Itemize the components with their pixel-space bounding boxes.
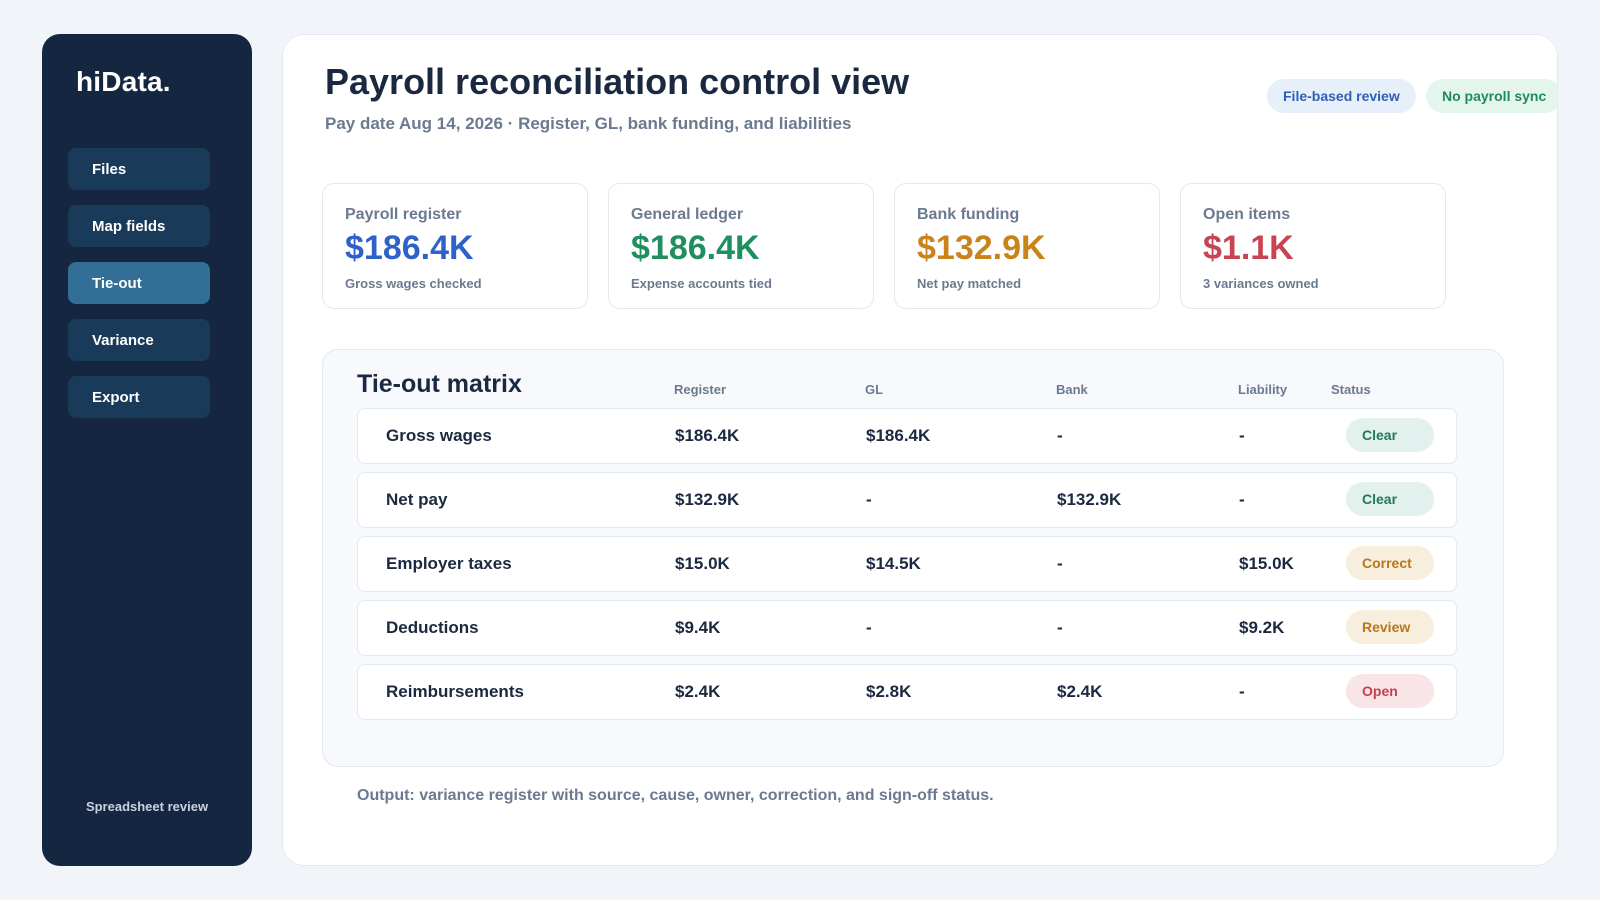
row-name: Deductions: [386, 618, 479, 637]
column-header-bank: Bank: [1056, 382, 1088, 397]
kpi-card-open-items: Open items $1.1K 3 variances owned: [1180, 183, 1446, 309]
column-header-status: Status: [1331, 382, 1371, 397]
table-row: Deductions $9.4K - - $9.2K Review: [357, 600, 1457, 656]
page-subtitle: Pay date Aug 14, 2026 · Register, GL, ba…: [325, 114, 852, 133]
status-badge[interactable]: Correct: [1346, 546, 1434, 580]
kpi-note: Expense accounts tied: [631, 276, 772, 291]
kpi-value: $186.4K: [345, 229, 474, 267]
kpi-note: Gross wages checked: [345, 276, 482, 291]
kpi-card-general-ledger: General ledger $186.4K Expense accounts …: [608, 183, 874, 309]
gl-cell: $2.8K: [866, 682, 912, 701]
row-name: Gross wages: [386, 426, 492, 445]
status-badge[interactable]: Clear: [1346, 482, 1434, 516]
kpi-card-payroll-register: Payroll register $186.4K Gross wages che…: [322, 183, 588, 309]
app-logo: hiData.: [76, 66, 171, 97]
register-cell: $186.4K: [675, 426, 740, 445]
gl-cell: -: [866, 490, 872, 509]
sidebar-item-tie-out[interactable]: Tie-out: [68, 262, 210, 304]
bank-cell: $132.9K: [1057, 490, 1122, 509]
kpi-value: $186.4K: [631, 229, 760, 267]
main-panel: Payroll reconciliation control view Pay …: [282, 34, 1558, 866]
kpi-card-bank-funding: Bank funding $132.9K Net pay matched: [894, 183, 1160, 309]
sidebar-item-files[interactable]: Files: [68, 148, 210, 190]
column-header-gl: GL: [865, 382, 884, 397]
bank-cell: -: [1057, 426, 1063, 445]
kpi-label: Bank funding: [917, 206, 1020, 223]
register-cell: $9.4K: [675, 618, 721, 637]
column-header-register: Register: [674, 382, 727, 397]
status-badge[interactable]: Review: [1346, 610, 1434, 644]
bank-cell: -: [1057, 554, 1063, 573]
liability-cell: $15.0K: [1239, 554, 1294, 573]
sidebar-item-map-fields[interactable]: Map fields: [68, 205, 210, 247]
table-row: Net pay $132.9K - $132.9K - Clear: [357, 472, 1457, 528]
tie-out-matrix: Tie-out matrix Register GL Bank Liabilit…: [322, 349, 1504, 767]
kpi-value: $132.9K: [917, 229, 1046, 267]
table-row: Gross wages $186.4K $186.4K - - Clear: [357, 408, 1457, 464]
liability-cell: -: [1239, 490, 1245, 509]
row-name: Employer taxes: [386, 554, 512, 573]
sidebar: hiData. Files Map fields Tie-out Varianc…: [42, 34, 252, 866]
sidebar-footer: Spreadsheet review: [85, 799, 209, 814]
matrix-title: Tie-out matrix: [357, 370, 522, 398]
status-badge[interactable]: Clear: [1346, 418, 1434, 452]
bank-cell: $2.4K: [1057, 682, 1103, 701]
gl-cell: -: [866, 618, 872, 637]
sidebar-item-variance[interactable]: Variance: [68, 319, 210, 361]
sidebar-item-label: Variance: [92, 331, 154, 349]
status-badge[interactable]: Open: [1346, 674, 1434, 708]
kpi-note: 3 variances owned: [1203, 276, 1319, 291]
liability-cell: -: [1239, 682, 1245, 701]
sidebar-item-label: Files: [92, 160, 127, 178]
register-cell: $132.9K: [675, 490, 740, 509]
page-title: Payroll reconciliation control view: [325, 61, 910, 102]
table-row: Employer taxes $15.0K $14.5K - $15.0K Co…: [357, 536, 1457, 592]
bank-cell: -: [1057, 618, 1063, 637]
sidebar-item-label: Export: [92, 388, 140, 406]
register-cell: $15.0K: [675, 554, 730, 573]
kpi-label: Open items: [1203, 206, 1291, 223]
sidebar-item-export[interactable]: Export: [68, 376, 210, 418]
gl-cell: $14.5K: [866, 554, 921, 573]
file-based-review-badge: File-based review: [1267, 79, 1416, 113]
kpi-label: General ledger: [631, 206, 744, 223]
row-name: Reimbursements: [386, 682, 524, 701]
kpi-label: Payroll register: [345, 206, 462, 223]
table-row: Reimbursements $2.4K $2.8K $2.4K - Open: [357, 664, 1457, 720]
sidebar-item-label: Tie-out: [92, 274, 142, 292]
register-cell: $2.4K: [675, 682, 721, 701]
gl-cell: $186.4K: [866, 426, 931, 445]
liability-cell: -: [1239, 426, 1245, 445]
output-note: Output: variance register with source, c…: [357, 787, 994, 804]
row-name: Net pay: [386, 490, 448, 509]
kpi-value: $1.1K: [1203, 229, 1294, 267]
liability-cell: $9.2K: [1239, 618, 1285, 637]
kpi-note: Net pay matched: [917, 276, 1022, 291]
column-header-liability: Liability: [1238, 382, 1288, 397]
no-payroll-sync-badge: No payroll sync: [1426, 79, 1557, 113]
sidebar-item-label: Map fields: [92, 217, 166, 235]
